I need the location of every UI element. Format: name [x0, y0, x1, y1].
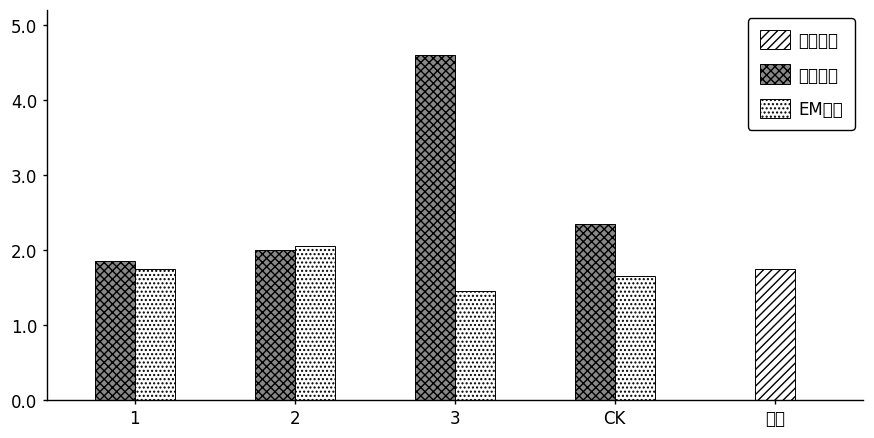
Bar — [295, 247, 335, 400]
Bar — [94, 261, 135, 400]
Bar — [414, 56, 454, 400]
Legend: 空白对照, 固体菌剂, EM菌剂: 空白对照, 固体菌剂, EM菌剂 — [748, 19, 855, 130]
Bar — [254, 251, 295, 400]
Bar — [135, 269, 175, 400]
Bar — [614, 276, 655, 400]
Bar — [454, 292, 495, 400]
Bar — [755, 269, 794, 400]
Bar — [575, 224, 614, 400]
